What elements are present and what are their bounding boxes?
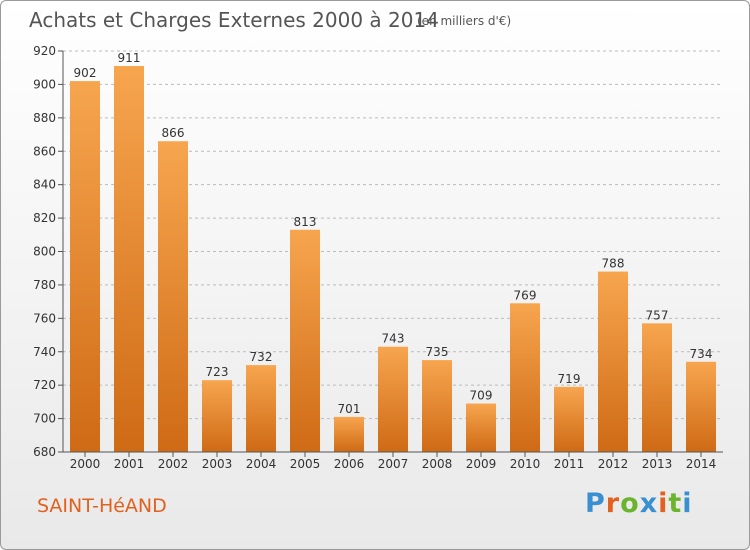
y-tick-label: 680 <box>33 445 56 459</box>
bar <box>70 81 100 452</box>
bar-value-label: 866 <box>162 126 185 140</box>
bar-value-label: 788 <box>602 257 625 271</box>
bar <box>422 360 452 452</box>
y-tick-label: 860 <box>33 144 56 158</box>
y-tick-label: 700 <box>33 412 56 426</box>
y-tick-label: 880 <box>33 111 56 125</box>
bar <box>598 271 628 452</box>
proxiti-logo[interactable]: Proxiti <box>585 488 693 519</box>
logo-letter: i <box>658 488 669 519</box>
bar-value-label: 719 <box>558 372 581 386</box>
bar <box>466 403 496 452</box>
y-tick-label: 920 <box>33 44 56 58</box>
bar <box>686 361 716 452</box>
logo-letter: x <box>639 488 659 519</box>
x-tick-label: 2002 <box>158 457 189 471</box>
bar <box>642 323 672 452</box>
x-tick-label: 2012 <box>598 457 629 471</box>
y-tick-label: 800 <box>33 245 56 259</box>
bar <box>202 380 232 452</box>
bar <box>114 66 144 452</box>
x-tick-label: 2003 <box>202 457 233 471</box>
bar <box>246 365 276 452</box>
bar-value-label: 769 <box>514 288 537 302</box>
x-tick-label: 2014 <box>686 457 717 471</box>
bars: 902 911 866 723 732 813 701 743 735 709 769 719 788 7… <box>70 51 716 452</box>
bar <box>158 141 188 452</box>
y-tick-label: 720 <box>33 378 56 392</box>
y-axis: 680 700 720 740 760 780 800 820 840 860 880 900 920 <box>33 44 64 459</box>
logo-letter: r <box>605 488 621 519</box>
x-tick-label: 2011 <box>554 457 585 471</box>
bar-value-label: 902 <box>74 66 97 80</box>
bar-value-label: 813 <box>294 215 317 229</box>
x-tick-label: 2000 <box>70 457 101 471</box>
bar <box>334 416 364 452</box>
logo-letter: P <box>585 488 606 519</box>
chart-title: Achats et Charges Externes 2000 à 2014 <box>29 8 439 32</box>
bar-value-label: 743 <box>382 332 405 346</box>
x-tick-label: 2001 <box>114 457 145 471</box>
x-tick-label: 2004 <box>246 457 277 471</box>
x-tick-label: 2007 <box>378 457 409 471</box>
bar <box>290 229 320 452</box>
bar-value-label: 732 <box>250 350 273 364</box>
x-tick-label: 2013 <box>642 457 673 471</box>
bar-value-label: 757 <box>646 308 669 322</box>
bar <box>510 303 540 452</box>
bar-value-label: 701 <box>338 402 361 416</box>
y-tick-label: 780 <box>33 278 56 292</box>
y-tick-label: 900 <box>33 77 56 91</box>
x-tick-label: 2008 <box>422 457 453 471</box>
y-tick-label: 820 <box>33 211 56 225</box>
bar <box>554 386 584 452</box>
logo-letter: t <box>668 488 683 519</box>
logo-letter: o <box>620 488 640 519</box>
logo-letter: i <box>682 488 693 519</box>
x-tick-label: 2005 <box>290 457 321 471</box>
commune-name: SAINT-HéAND <box>37 495 167 517</box>
x-tick-label: 2010 <box>510 457 541 471</box>
bar-value-label: 734 <box>690 347 713 361</box>
y-tick-label: 740 <box>33 345 56 359</box>
x-axis: 2000 2001 2002 2003 2004 2005 2006 2007 2008 2009… <box>63 451 723 471</box>
bar <box>378 346 408 452</box>
y-tick-label: 760 <box>33 311 56 325</box>
bar-value-label: 735 <box>426 345 449 359</box>
x-tick-label: 2006 <box>334 457 365 471</box>
bar-value-label: 709 <box>470 389 493 403</box>
bar-value-label: 911 <box>118 51 141 65</box>
bar-value-label: 723 <box>206 365 229 379</box>
chart-subtitle: (en milliers d'€) <box>417 14 512 28</box>
x-tick-label: 2009 <box>466 457 497 471</box>
y-tick-label: 840 <box>33 178 56 192</box>
